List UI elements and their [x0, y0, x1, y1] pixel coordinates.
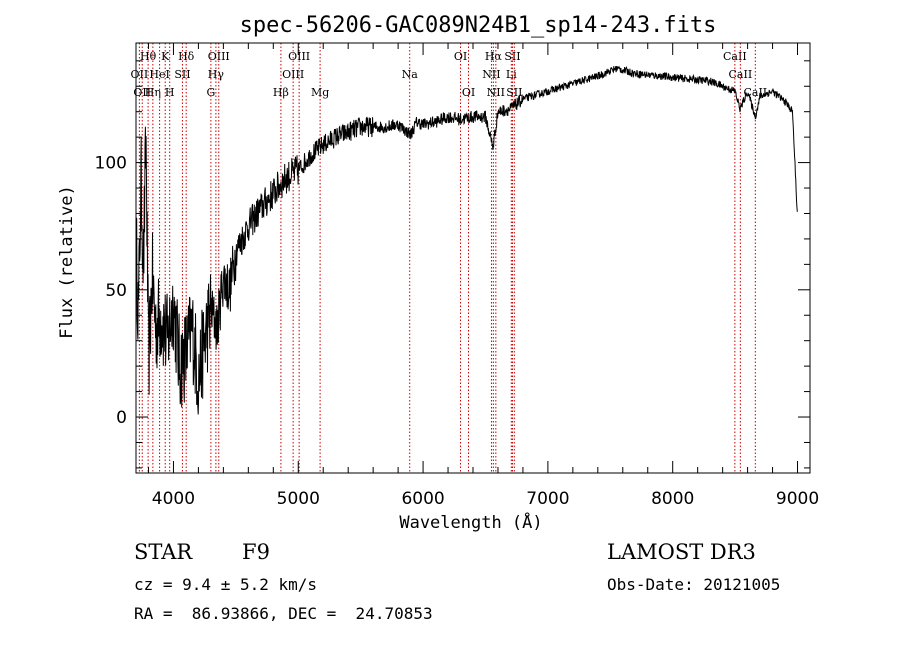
chart-title: spec-56206-GAC089N24B1_sp14-243.fits	[240, 13, 717, 38]
coordinates-text: RA = 86.93866, DEC = 24.70853	[134, 604, 433, 623]
x-tick-label: 7000	[526, 489, 569, 509]
y-axis-label: Flux (relative)	[57, 185, 77, 339]
x-tick-label: 5000	[277, 489, 320, 509]
line-marker-label-25: CaII	[723, 50, 747, 63]
line-marker-label-7: SII	[174, 68, 190, 81]
observation-date: Obs-Date: 20121005	[607, 575, 781, 594]
line-marker-label-4: HeI	[149, 68, 169, 81]
line-marker-label-13: OIII	[282, 68, 304, 81]
x-tick-label: 6000	[401, 489, 444, 509]
axis-ticks: 4000 5000 6000 7000 8000 9000 0 50 100	[95, 43, 819, 509]
line-marker-label-26: CaII	[729, 68, 753, 81]
line-marker-label-5: K	[161, 50, 170, 63]
y-tick-label: 0	[116, 408, 127, 428]
line-marker-label-0: OII	[131, 68, 149, 81]
y-tick-label: 50	[105, 281, 127, 301]
line-marker-label-16: Na	[402, 68, 419, 81]
y-tick-label: 100	[95, 154, 127, 174]
line-marker-label-19: NII	[482, 68, 500, 81]
spectral-line-markers: OII OII Hθ Hη HeI K H SII Hδ G Hγ OIII Hβ OIII OIII Mg N…	[131, 43, 767, 473]
line-marker-label-6: H	[165, 86, 175, 99]
line-marker-label-20: Hα	[485, 50, 503, 63]
line-marker-label-12: Hβ	[273, 86, 289, 99]
line-marker-label-8: Hδ	[178, 50, 195, 63]
spectrum-series	[135, 65, 798, 415]
object-subclass: F9	[242, 540, 270, 564]
line-marker-label-9: G	[206, 86, 215, 99]
line-marker-label-23: SII	[504, 50, 520, 63]
survey-name: LAMOST DR3	[607, 540, 756, 564]
line-marker-label-22: Li	[506, 68, 517, 81]
line-marker-label-3: Hη	[145, 86, 161, 99]
spectrum-line	[135, 65, 798, 415]
line-marker-label-17: OI	[454, 50, 467, 63]
line-marker-label-18: OI	[462, 86, 475, 99]
line-marker-label-2: Hθ	[140, 50, 157, 63]
line-marker-label-21: NII	[487, 86, 505, 99]
line-marker-label-10: Hγ	[208, 68, 225, 81]
line-marker-label-15: Mg	[311, 86, 329, 99]
line-marker-label-14: OIII	[288, 50, 310, 63]
object-class: STAR	[134, 540, 193, 564]
line-marker-label-1: OII	[133, 86, 151, 99]
x-tick-label: 8000	[651, 489, 694, 509]
line-marker-label-24: SII	[506, 86, 522, 99]
line-marker-label-11: OIII	[208, 50, 230, 63]
x-tick-label: 4000	[152, 489, 195, 509]
x-tick-label: 9000	[776, 489, 819, 509]
redshift-text: cz = 9.4 ± 5.2 km/s	[134, 575, 318, 594]
x-axis-label: Wavelength (Å)	[399, 511, 542, 533]
